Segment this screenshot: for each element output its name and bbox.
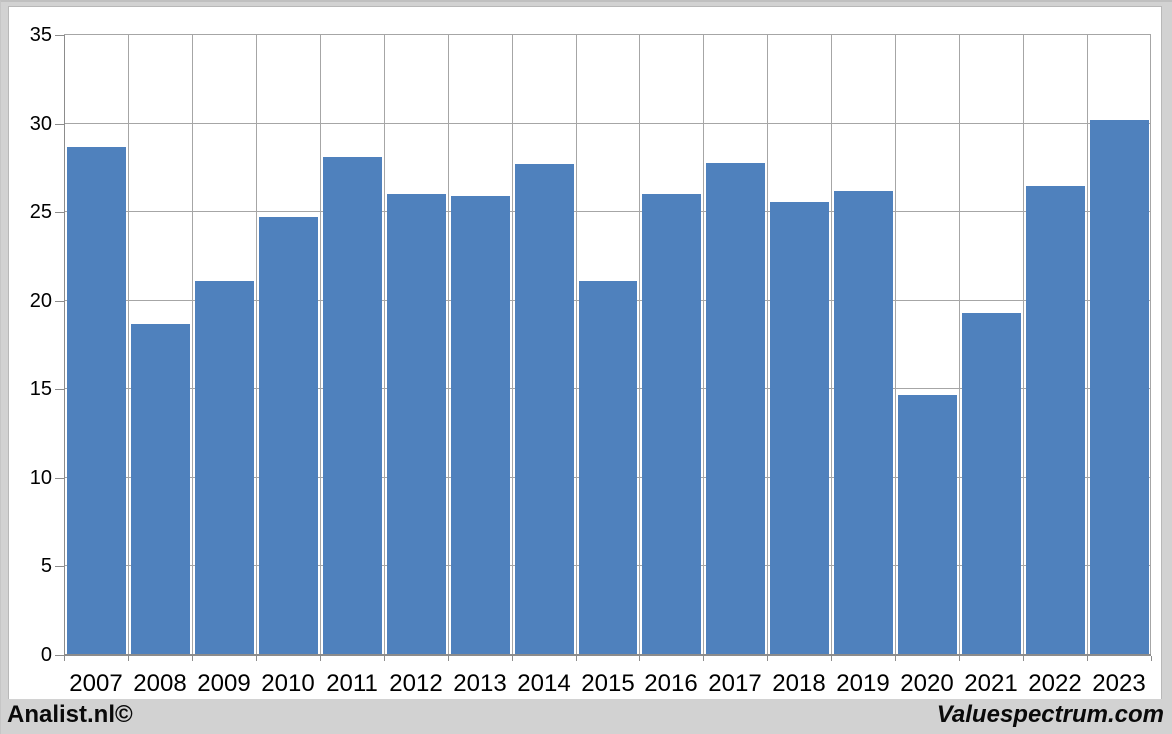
bar-2008	[130, 323, 190, 655]
x-axis-tick	[320, 656, 321, 661]
x-axis-tick-label: 2013	[453, 670, 507, 697]
bar-2020	[898, 394, 958, 655]
y-axis-tick	[55, 212, 64, 213]
gridline-vertical	[319, 35, 321, 655]
gridline-vertical	[639, 35, 641, 655]
x-axis-tick-label: 2017	[708, 670, 762, 697]
x-axis-tick-label: 2023	[1092, 670, 1146, 697]
gridline-vertical	[1150, 35, 1151, 655]
x-axis-tick	[767, 656, 768, 661]
gridline-vertical	[959, 35, 961, 655]
x-axis-tick-label: 2019	[836, 670, 890, 697]
bar-2015	[578, 281, 638, 655]
gridline-vertical	[255, 35, 257, 655]
bar-2022	[1026, 185, 1086, 655]
x-axis-tick	[64, 656, 65, 661]
x-axis-tick-label: 2007	[69, 670, 123, 697]
gridline-vertical	[383, 35, 385, 655]
gridline-vertical	[703, 35, 705, 655]
x-axis-tick-label: 2012	[389, 670, 443, 697]
x-axis-tick	[895, 656, 896, 661]
y-axis-tick	[55, 655, 64, 656]
gridline-vertical	[447, 35, 449, 655]
gridline-horizontal	[64, 34, 1151, 35]
y-axis-tick	[55, 566, 64, 567]
bar-2012	[386, 194, 446, 655]
gridline-vertical	[895, 35, 897, 655]
x-axis-tick	[1023, 656, 1024, 661]
y-axis-tick-label: 35	[29, 24, 52, 46]
x-axis-tick	[576, 656, 577, 661]
gridline-vertical	[831, 35, 833, 655]
x-axis-tick-label: 2010	[261, 670, 315, 697]
bar-2009	[194, 281, 254, 655]
x-axis-tick	[959, 656, 960, 661]
gridline-vertical	[767, 35, 769, 655]
gridline-horizontal	[64, 211, 1151, 213]
x-axis-line	[64, 654, 1151, 656]
bar-2014	[514, 164, 574, 655]
bar-2017	[706, 162, 766, 655]
bar-2011	[322, 157, 382, 655]
bar-2010	[258, 217, 318, 655]
y-axis-tick-label: 30	[29, 113, 52, 135]
x-axis-tick	[448, 656, 449, 661]
chart-canvas: 0 5 10 15 20 25 30 35 2007 2008 2009 2010 2011 2012 2…	[8, 6, 1162, 701]
y-axis-tick-label: 5	[40, 555, 52, 577]
bar-2013	[450, 196, 510, 655]
plot-area	[64, 34, 1151, 656]
bar-2023	[1090, 120, 1149, 655]
x-axis-tick-label: 2009	[197, 670, 251, 697]
y-axis-tick-label: 20	[29, 290, 52, 312]
x-axis-tick	[703, 656, 704, 661]
bar-2007	[67, 146, 126, 655]
y-axis-tick	[55, 124, 64, 125]
footer-bar: Analist.nl© Valuespectrum.com	[1, 699, 1172, 734]
x-axis-tick	[384, 656, 385, 661]
gridline-vertical	[191, 35, 193, 655]
x-axis-tick	[831, 656, 832, 661]
bar-2019	[834, 190, 894, 655]
y-axis-tick	[55, 301, 64, 302]
x-axis-tick-label: 2018	[772, 670, 826, 697]
gridline-horizontal	[64, 122, 1151, 124]
x-axis-tick	[512, 656, 513, 661]
y-axis-tick	[55, 389, 64, 390]
x-axis-tick	[1151, 656, 1152, 661]
bar-2016	[642, 194, 702, 655]
y-axis-tick-label: 10	[29, 467, 52, 489]
bar-2018	[770, 201, 830, 655]
x-axis-tick	[639, 656, 640, 661]
x-axis-tick	[192, 656, 193, 661]
x-axis-tick-label: 2016	[644, 670, 698, 697]
x-axis-tick	[1087, 656, 1088, 661]
x-axis-tick-label: 2014	[517, 670, 571, 697]
y-axis-tick	[55, 35, 64, 36]
gridline-vertical	[575, 35, 577, 655]
analist-brand-label: Analist.nl©	[7, 700, 133, 728]
bar-2021	[962, 313, 1022, 655]
gridline-vertical	[127, 35, 129, 655]
x-axis-tick-label: 2022	[1028, 670, 1082, 697]
y-axis-tick-label: 0	[40, 644, 52, 666]
valuespectrum-brand-label: Valuespectrum.com	[936, 700, 1164, 728]
gridline-vertical	[1023, 35, 1025, 655]
x-axis-tick-label: 2011	[326, 670, 378, 697]
gridline-vertical	[64, 35, 65, 655]
gridline-vertical	[511, 35, 513, 655]
y-axis-tick	[55, 478, 64, 479]
x-axis-tick-label: 2008	[133, 670, 187, 697]
x-axis-tick-label: 2015	[581, 670, 635, 697]
gridline-vertical	[1087, 35, 1089, 655]
x-axis-tick-label: 2020	[900, 670, 954, 697]
y-axis-tick-label: 25	[29, 201, 52, 223]
x-axis-tick-label: 2021	[964, 670, 1018, 697]
x-axis-tick	[128, 656, 129, 661]
x-axis-tick	[256, 656, 257, 661]
y-axis-tick-label: 15	[29, 378, 52, 400]
